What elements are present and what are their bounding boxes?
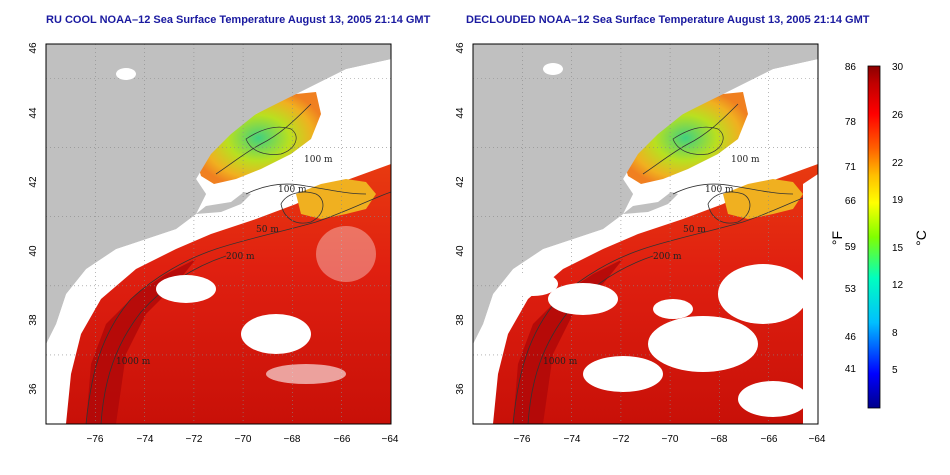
- left-lon-tick: −72: [186, 434, 203, 445]
- right-lon-tick: −68: [711, 434, 728, 445]
- colorbar-c-tick: 22: [892, 158, 904, 169]
- left-contour-label-50m: 50 m: [256, 225, 279, 235]
- left-map-title: RU COOL NOAA–12 Sea Surface Temperature …: [46, 14, 431, 26]
- colorbar-c-tick: 26: [892, 110, 904, 121]
- right-lon-tick: −76: [514, 434, 531, 445]
- right-contour-label-1000m: 1000 m: [543, 357, 578, 367]
- colorbar-f-tick: 53: [845, 284, 857, 295]
- left-lon-tick: −66: [334, 434, 351, 445]
- left-lon-tick: −76: [87, 434, 104, 445]
- right-lon-tick: −72: [613, 434, 630, 445]
- right-lat-tick: 44: [455, 107, 466, 119]
- left-lon-axis: −76 −74 −72 −70 −68 −66 −64: [87, 434, 399, 445]
- left-lat-tick: 40: [28, 245, 39, 257]
- colorbar-c-tick: 5: [892, 365, 898, 376]
- right-lat-tick: 38: [455, 314, 466, 326]
- colorbar-f-tick: 59: [845, 242, 857, 253]
- colorbar-c-tick: 15: [892, 243, 904, 254]
- right-contour-label-50m: 50 m: [683, 225, 706, 235]
- right-contour-label-100m-a: 100 m: [731, 155, 760, 165]
- left-lat-tick: 42: [28, 176, 39, 188]
- colorbar-f-tick: 78: [845, 117, 857, 128]
- colorbar-c-tick: 19: [892, 195, 904, 206]
- right-lat-tick: 42: [455, 176, 466, 188]
- right-lon-axis: −76 −74 −72 −70 −68 −66 −64: [514, 434, 826, 445]
- left-cloud-gaps: [116, 68, 376, 384]
- right-lon-tick: −64: [809, 434, 826, 445]
- colorbar-f-tick: 46: [845, 332, 857, 343]
- right-contour-label-200m: 200 m: [653, 252, 682, 262]
- colorbar-celsius-ticks: 30 26 22 19 15 12 8 5: [892, 62, 904, 376]
- left-contour-label-200m: 200 m: [226, 252, 255, 262]
- left-lat-tick: 44: [28, 107, 39, 119]
- colorbar-unit-celsius: °C: [913, 230, 929, 246]
- left-lat-tick: 38: [28, 314, 39, 326]
- left-lon-tick: −64: [382, 434, 399, 445]
- colorbar-unit-fahrenheit: °F: [829, 231, 845, 245]
- left-lon-tick: −70: [235, 434, 252, 445]
- left-lon-tick: −74: [137, 434, 154, 445]
- colorbar-c-tick: 8: [892, 328, 898, 339]
- right-lon-tick: −74: [564, 434, 581, 445]
- colorbar-f-tick: 86: [845, 62, 857, 73]
- left-lat-axis: 36 38 40 42 44 46: [28, 42, 39, 395]
- left-lon-tick: −68: [284, 434, 301, 445]
- right-cloud-gaps: [508, 63, 818, 424]
- right-lon-tick: −66: [761, 434, 778, 445]
- right-map-title: DECLOUDED NOAA–12 Sea Surface Temperatur…: [466, 14, 870, 26]
- colorbar-f-tick: 41: [845, 364, 857, 375]
- right-lat-tick: 40: [455, 245, 466, 257]
- sst-colorbar: [867, 65, 881, 409]
- colorbar-f-tick: 71: [845, 162, 857, 173]
- right-lon-tick: −70: [662, 434, 679, 445]
- left-contour-label-1000m: 1000 m: [116, 357, 151, 367]
- right-sst-map: 100 m 100 m 50 m 200 m 1000 m: [472, 43, 819, 425]
- right-lat-tick: 46: [455, 42, 466, 54]
- colorbar-c-tick: 12: [892, 280, 904, 291]
- left-sst-map: 100 m 100 m 50 m 200 m 1000 m: [45, 43, 392, 425]
- colorbar-c-tick: 30: [892, 62, 904, 73]
- left-lat-tick: 36: [28, 383, 39, 395]
- left-lat-tick: 46: [28, 42, 39, 54]
- right-lat-tick: 36: [455, 383, 466, 395]
- left-contour-label-100m-b: 100 m: [278, 185, 307, 195]
- colorbar-fahrenheit-ticks: 86 78 71 66 59 53 46 41: [845, 62, 857, 375]
- right-contour-label-100m-b: 100 m: [705, 185, 734, 195]
- colorbar-f-tick: 66: [845, 196, 857, 207]
- right-lat-axis: 36 38 40 42 44 46: [455, 42, 466, 395]
- left-contour-label-100m-a: 100 m: [304, 155, 333, 165]
